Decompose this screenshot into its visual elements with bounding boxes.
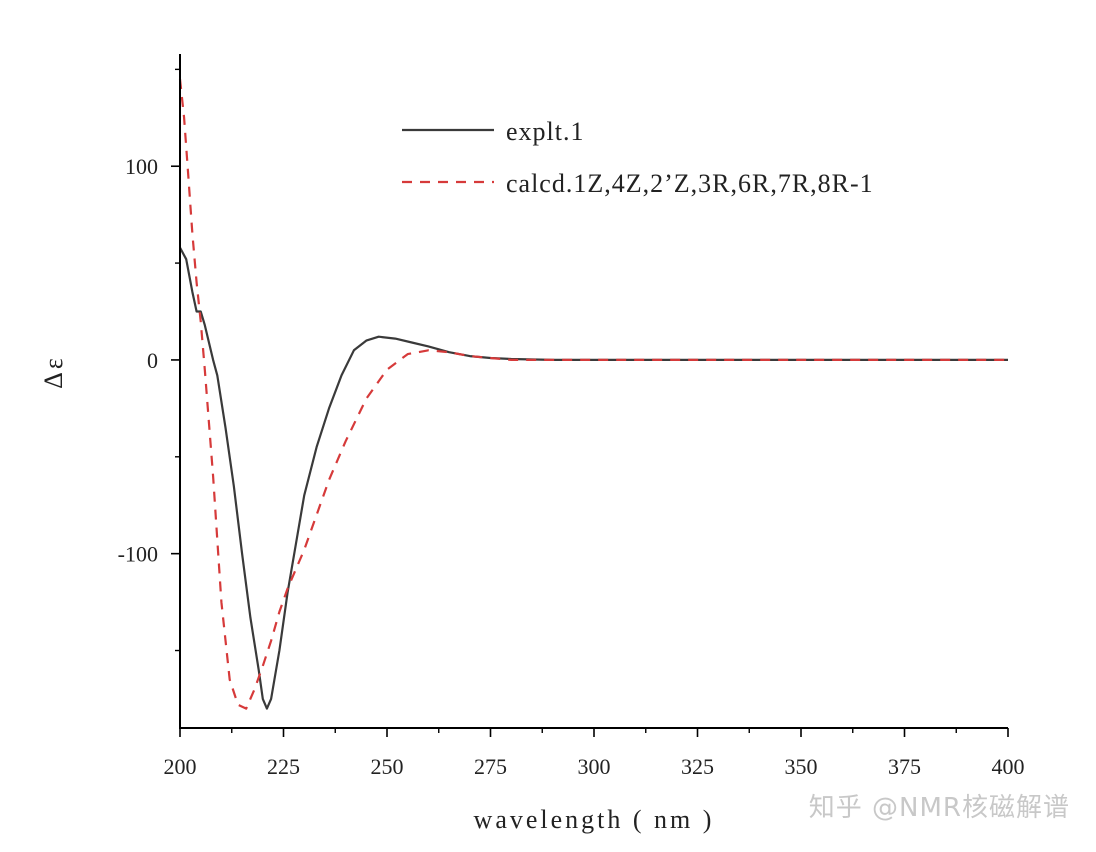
legend: explt.1 calcd.1Z,4Z,2’Z,3R,6R,7R,8R-1 bbox=[402, 117, 874, 198]
y-tick-label: 0 bbox=[147, 348, 158, 373]
x-tick-label: 250 bbox=[371, 754, 404, 779]
x-tick-label: 300 bbox=[578, 754, 611, 779]
x-tick-label: 350 bbox=[785, 754, 818, 779]
legend-label-calcd: calcd.1Z,4Z,2’Z,3R,6R,7R,8R-1 bbox=[506, 169, 874, 198]
x-tick-label: 375 bbox=[888, 754, 921, 779]
legend-label-explt: explt.1 bbox=[506, 117, 585, 146]
x-tick-label: 325 bbox=[681, 754, 714, 779]
series-line-1 bbox=[178, 78, 1008, 710]
x-tick-label: 275 bbox=[474, 754, 507, 779]
axes bbox=[179, 54, 1008, 729]
x-tick-label: 200 bbox=[164, 754, 197, 779]
y-axis-title: Δε bbox=[39, 355, 68, 389]
y-tick-label: 100 bbox=[125, 154, 158, 179]
x-axis-title: wavelength ( nm ) bbox=[474, 805, 715, 834]
x-tick-label: 400 bbox=[992, 754, 1025, 779]
x-tick-label: 225 bbox=[267, 754, 300, 779]
y-tick-label: -100 bbox=[118, 542, 158, 567]
plot-lines bbox=[178, 78, 1008, 710]
watermark-text: 知乎 @NMR核磁解谱 bbox=[808, 793, 1070, 823]
series-line-0 bbox=[179, 247, 1008, 710]
ticks: 200 225 250 275 300 325 350 375 400 -100 0 100 bbox=[118, 68, 1025, 779]
